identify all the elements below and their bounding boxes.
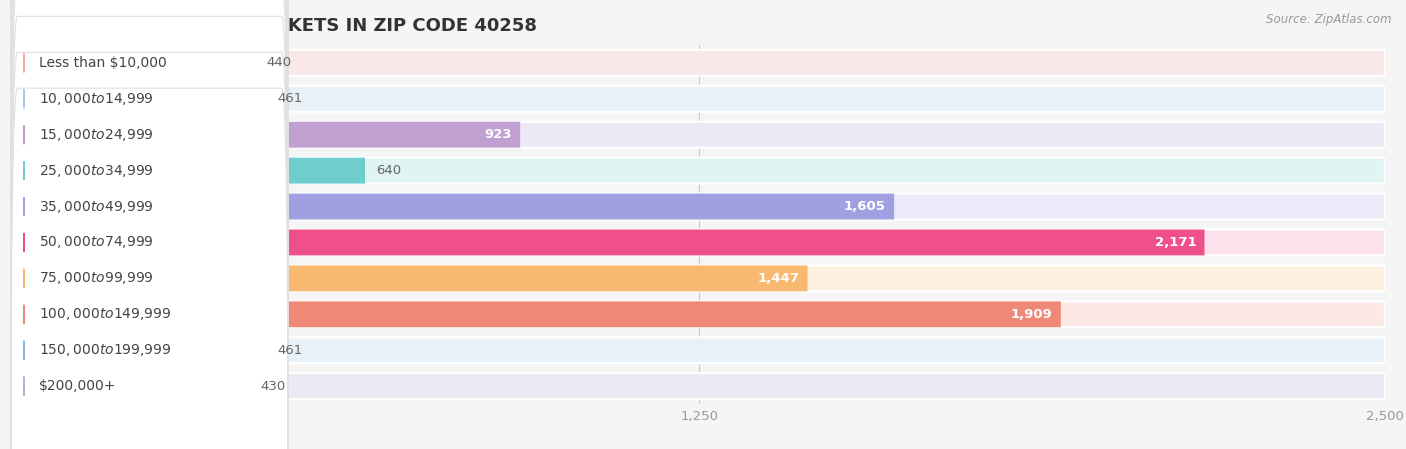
Text: $75,000 to $99,999: $75,000 to $99,999 <box>39 270 153 286</box>
FancyBboxPatch shape <box>14 301 1062 327</box>
FancyBboxPatch shape <box>11 0 288 449</box>
FancyBboxPatch shape <box>11 0 288 449</box>
FancyBboxPatch shape <box>14 50 1385 76</box>
FancyBboxPatch shape <box>14 373 1385 399</box>
FancyBboxPatch shape <box>14 229 1205 255</box>
FancyBboxPatch shape <box>14 86 1385 112</box>
FancyBboxPatch shape <box>11 16 288 449</box>
Text: 461: 461 <box>278 92 304 105</box>
FancyBboxPatch shape <box>14 122 520 148</box>
Text: $150,000 to $199,999: $150,000 to $199,999 <box>39 342 172 358</box>
Text: 461: 461 <box>278 344 304 357</box>
Text: $100,000 to $149,999: $100,000 to $149,999 <box>39 306 172 322</box>
FancyBboxPatch shape <box>14 373 250 399</box>
Text: Less than $10,000: Less than $10,000 <box>39 56 166 70</box>
FancyBboxPatch shape <box>11 88 288 449</box>
Text: 430: 430 <box>262 380 285 392</box>
FancyBboxPatch shape <box>14 229 1385 255</box>
FancyBboxPatch shape <box>11 0 288 449</box>
FancyBboxPatch shape <box>11 52 288 449</box>
Text: 1,909: 1,909 <box>1011 308 1053 321</box>
FancyBboxPatch shape <box>14 86 267 112</box>
Text: 1,447: 1,447 <box>758 272 799 285</box>
FancyBboxPatch shape <box>14 122 1385 148</box>
Text: $10,000 to $14,999: $10,000 to $14,999 <box>39 91 153 107</box>
Text: $200,000+: $200,000+ <box>39 379 117 393</box>
Text: $25,000 to $34,999: $25,000 to $34,999 <box>39 163 153 179</box>
FancyBboxPatch shape <box>14 50 256 76</box>
FancyBboxPatch shape <box>14 194 1385 220</box>
FancyBboxPatch shape <box>14 158 1385 184</box>
FancyBboxPatch shape <box>11 0 288 397</box>
Text: 923: 923 <box>485 128 512 141</box>
FancyBboxPatch shape <box>11 0 288 449</box>
FancyBboxPatch shape <box>14 265 807 291</box>
Text: $15,000 to $24,999: $15,000 to $24,999 <box>39 127 153 143</box>
Text: Source: ZipAtlas.com: Source: ZipAtlas.com <box>1267 13 1392 26</box>
Text: 2,171: 2,171 <box>1154 236 1197 249</box>
FancyBboxPatch shape <box>14 301 1385 327</box>
Text: 640: 640 <box>375 164 401 177</box>
FancyBboxPatch shape <box>11 0 288 433</box>
FancyBboxPatch shape <box>14 194 894 220</box>
FancyBboxPatch shape <box>14 158 366 184</box>
Text: 440: 440 <box>266 57 291 69</box>
FancyBboxPatch shape <box>11 0 288 361</box>
Text: $35,000 to $49,999: $35,000 to $49,999 <box>39 198 153 215</box>
Text: 1,605: 1,605 <box>844 200 886 213</box>
FancyBboxPatch shape <box>14 265 1385 291</box>
FancyBboxPatch shape <box>14 337 267 363</box>
Text: $50,000 to $74,999: $50,000 to $74,999 <box>39 234 153 251</box>
Text: HOUSEHOLD INCOME BRACKETS IN ZIP CODE 40258: HOUSEHOLD INCOME BRACKETS IN ZIP CODE 40… <box>14 17 537 35</box>
FancyBboxPatch shape <box>14 337 1385 363</box>
